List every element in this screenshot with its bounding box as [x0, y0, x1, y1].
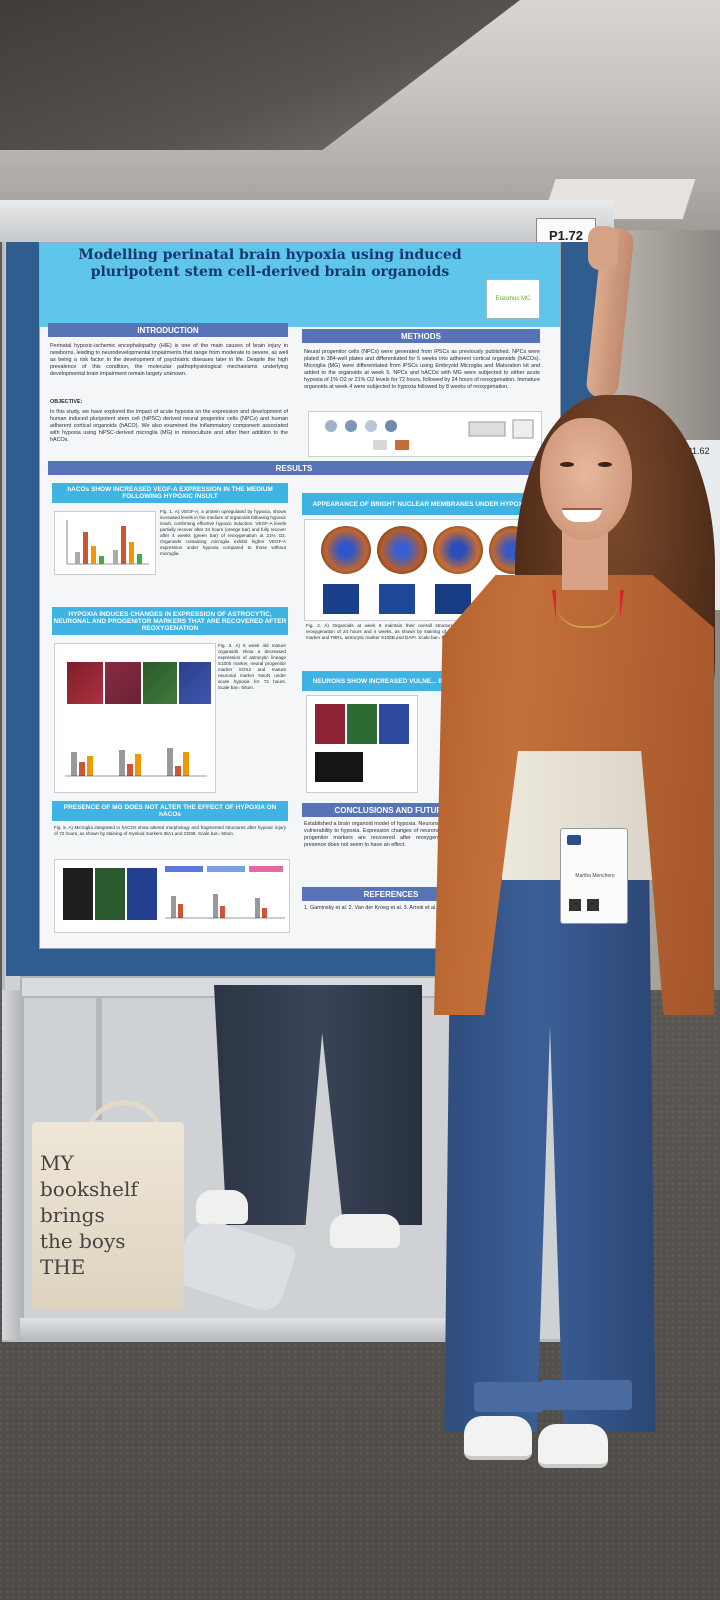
jeans-cuff [540, 1380, 632, 1410]
objective-label: OBJECTIVE: [50, 399, 83, 405]
immunostain-image [105, 662, 141, 704]
badge-qr-code [587, 899, 599, 911]
immunostain-image [179, 662, 211, 704]
vegf-chart-graphic [66, 520, 149, 565]
badge-qr-code [569, 899, 581, 911]
nuclear-caption: Fig. 2. A) Organoids at week 8 maintain … [306, 623, 466, 640]
microglia-stain-image [63, 868, 93, 920]
background-person-shoe [196, 1190, 248, 1224]
background-person-shoe [330, 1214, 400, 1248]
nuclear-stain-image [323, 584, 359, 614]
section-nuclear: APPEARANCE OF BRIGHT NUCLEAR MEMBRANES U… [302, 493, 540, 515]
poster-header [40, 243, 560, 327]
conclusions-text: Established a brain organoid model of hy… [304, 821, 478, 848]
references-text: 1. Gaminsky et al. 2. Van der Kroeg et a… [304, 905, 437, 911]
organoid-image [433, 526, 483, 574]
neuron-stain-image [379, 704, 409, 744]
astrocytic-caption: Fig. 3. A) 5 week old mature organoids s… [218, 643, 286, 690]
neuron-vulnerability-figure [306, 695, 418, 793]
marker-expression-figure [54, 643, 216, 793]
methods-schematic [308, 411, 542, 457]
section-astrocytic: HYPOXIA INDUCES CHANGES IN EXPRESSION OF… [52, 607, 288, 635]
badge-name: Martha Menchero [575, 873, 615, 879]
nuclear-stain-image [435, 584, 471, 614]
section-introduction: INTRODUCTION [48, 323, 288, 337]
neighbor-board-label: P1.62 [686, 446, 710, 456]
section-conclusions: CONCLUSIONS AND FUTURE [302, 803, 480, 817]
board-top-rail [0, 200, 614, 242]
microglia-stain-image [95, 868, 125, 920]
tote-bag-print: MY bookshelf brings the boys THE [40, 1151, 138, 1279]
hand [588, 226, 618, 270]
methods-diagram [325, 419, 534, 450]
eye [598, 462, 612, 467]
board-leg [2, 990, 24, 1340]
board-support [96, 990, 102, 1120]
microglia-caption: Fig. 5. A) Microglia integrated in hACOs… [54, 825, 286, 836]
sneaker [538, 1424, 608, 1468]
badge-logo [567, 835, 581, 845]
neuron-stain-image [315, 704, 345, 744]
smile [562, 508, 602, 522]
sneaker [464, 1416, 532, 1460]
nuclear-stain-image [379, 584, 415, 614]
section-neurons: NEURONS SHOW INCREASED VULNE... INSULT [302, 671, 472, 691]
name-badge: Martha Menchero [560, 828, 628, 924]
section-results: RESULTS [48, 461, 540, 475]
neuron-stain-image [347, 704, 377, 744]
objective-text: In this study, we have explored the impa… [50, 409, 288, 443]
microglia-stain-image [127, 868, 157, 920]
intro-text: Perinatal hypoxic-ischemic encephalopath… [50, 343, 288, 377]
necklace [556, 602, 618, 628]
section-microglia: PRESENCE OF MG DOES NOT ALTER THE EFFECT… [52, 801, 288, 821]
section-references: REFERENCES [302, 887, 480, 901]
microglia-bar-charts [165, 866, 285, 919]
immunostain-image [67, 662, 103, 704]
marker-bar-charts [65, 748, 207, 777]
microglia-figure [54, 859, 290, 933]
poster-title: Modelling perinatal brain hypoxia using … [78, 247, 462, 280]
organoid-image [377, 526, 427, 574]
neck [562, 530, 608, 590]
scientific-poster: Modelling perinatal brain hypoxia using … [40, 243, 560, 948]
section-vegf: hACOs SHOW INCREASED VEGF-A EXPRESSION I… [52, 483, 288, 503]
vegf-caption: Fig. 1. A) VEGF-A, a protein upregulated… [160, 509, 286, 556]
neuron-darkfield-image [315, 752, 363, 782]
organoid-image [321, 526, 371, 574]
vegf-bar-chart [54, 511, 156, 575]
board-base [20, 1318, 500, 1340]
tote-bag [32, 1122, 184, 1310]
institution-logo: Erasmus MC [486, 279, 540, 319]
eye [560, 462, 574, 467]
immunostain-image [143, 662, 177, 704]
jeans-cuff [474, 1382, 544, 1412]
section-methods: METHODS [302, 329, 540, 343]
methods-text: Neural progenitor cells (NPCs) were gene… [304, 349, 540, 390]
